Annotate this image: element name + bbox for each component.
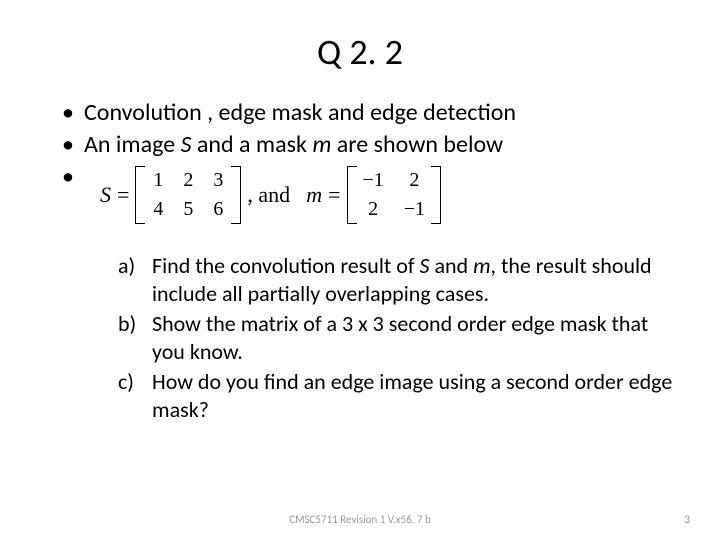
- slide-footer: CMSC5711 Revision 1 V.x56. 7 b 3: [0, 513, 720, 526]
- question-b: b) Show the matrix of a 3 x 3 second ord…: [118, 310, 680, 365]
- S-cell: 1: [151, 169, 165, 192]
- bullet-1: Convolution , edge mask and edge detecti…: [62, 98, 680, 128]
- S-cell: 4: [151, 198, 165, 221]
- footer-center-text: CMSC5711 Revision 1 V.x56. 7 b: [289, 513, 431, 526]
- bullet-1-text: Convolution , edge mask and edge detecti…: [84, 98, 516, 127]
- bullet-2-mid: and a mask: [191, 130, 312, 159]
- question-b-marker: b): [118, 310, 136, 338]
- formula-and: , and: [247, 182, 290, 208]
- slide: Q 2. 2 Convolution , edge mask and edge …: [0, 0, 720, 540]
- S-cell: 5: [181, 198, 195, 221]
- question-a-mid: and: [429, 252, 473, 279]
- m-cell: −1: [404, 198, 425, 221]
- question-c: c) How do you find an edge image using a…: [118, 368, 680, 423]
- bullet-2-var2: m: [312, 130, 331, 159]
- bullet-2-suffix: are shown below: [331, 130, 503, 159]
- question-a-marker: a): [118, 252, 135, 280]
- matrix-m: −1 2 2 −1: [347, 166, 442, 224]
- S-cell: 6: [211, 198, 225, 221]
- formula-block: S = 1 2 3 4 5 6 , and m = −1 2 2 −1: [100, 166, 680, 224]
- formula-m-var: m: [306, 182, 322, 208]
- question-c-marker: c): [118, 368, 134, 396]
- bracket-icon: [135, 166, 145, 224]
- m-cell: −1: [363, 169, 384, 192]
- question-a-var2: m: [473, 252, 490, 279]
- bullet-2: An image S and a mask m are shown below: [62, 130, 680, 160]
- m-cell: 2: [363, 198, 384, 221]
- slide-title: Q 2. 2: [40, 30, 680, 74]
- S-cell: 3: [211, 169, 225, 192]
- main-bullets: Convolution , edge mask and edge detecti…: [40, 98, 680, 160]
- question-a-prefix: Find the convolution result of: [152, 252, 420, 279]
- bracket-icon: [231, 166, 241, 224]
- page-number: 3: [684, 513, 690, 526]
- S-cell: 2: [181, 169, 195, 192]
- formula-S-var: S: [100, 182, 111, 208]
- question-c-text: How do you find an edge image using a se…: [152, 368, 672, 423]
- matrix-S-grid: 1 2 3 4 5 6: [147, 166, 229, 224]
- formula-eq-2: =: [328, 182, 340, 208]
- bracket-icon: [347, 166, 357, 224]
- bullet-2-var1: S: [181, 130, 192, 159]
- bracket-icon: [431, 166, 441, 224]
- matrix-S: 1 2 3 4 5 6: [135, 166, 241, 224]
- question-b-text: Show the matrix of a 3 x 3 second order …: [152, 310, 648, 365]
- question-a: a) Find the convolution result of S and …: [118, 252, 680, 307]
- bullet-2-prefix: An image: [84, 130, 181, 159]
- question-a-var1: S: [420, 252, 430, 279]
- sub-questions: a) Find the convolution result of S and …: [40, 252, 680, 423]
- formula-eq-1: =: [117, 182, 129, 208]
- m-cell: 2: [404, 169, 425, 192]
- matrix-m-grid: −1 2 2 −1: [359, 166, 430, 224]
